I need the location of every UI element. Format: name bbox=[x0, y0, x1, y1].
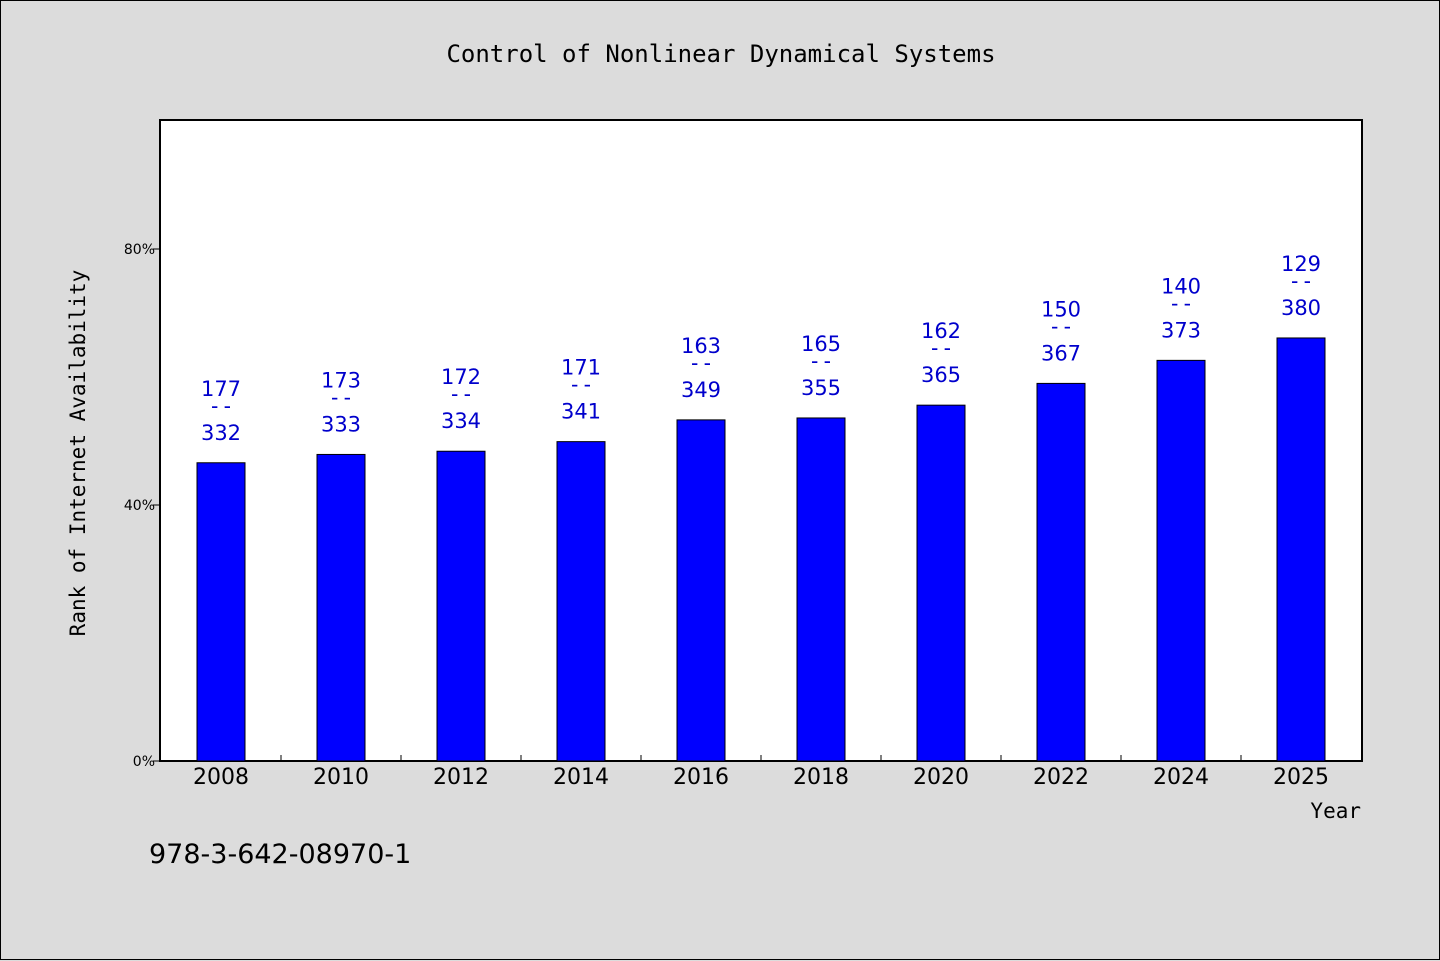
data-label-top: 177 bbox=[201, 377, 241, 401]
x-tick-label: 2012 bbox=[433, 765, 489, 790]
data-label-top: 129 bbox=[1281, 252, 1321, 276]
bar bbox=[676, 419, 726, 762]
data-label-bottom: 334 bbox=[441, 409, 481, 433]
data-label-separator: -- bbox=[1168, 291, 1193, 315]
x-tick-label: 2024 bbox=[1153, 765, 1209, 790]
y-tick-label: 80% bbox=[124, 242, 155, 258]
data-label-bottom: 380 bbox=[1281, 296, 1321, 320]
data-label-bottom: 333 bbox=[321, 412, 361, 436]
bar bbox=[316, 453, 366, 762]
y-axis-label: Rank of Internet Availability bbox=[66, 270, 90, 637]
data-label-top: 150 bbox=[1041, 297, 1081, 321]
data-labels: 177--332173--333172--334171--341163--349… bbox=[201, 252, 1321, 445]
x-tick-label: 2022 bbox=[1033, 765, 1089, 790]
isbn-text: 978-3-642-08970-1 bbox=[149, 839, 411, 870]
data-label-bottom: 355 bbox=[801, 376, 841, 400]
data-label-separator: -- bbox=[928, 336, 953, 360]
data-label-top: 173 bbox=[321, 368, 361, 392]
data-label-top: 165 bbox=[801, 332, 841, 356]
data-label-bottom: 341 bbox=[561, 400, 601, 424]
data-label-separator: -- bbox=[568, 373, 593, 397]
data-label-separator: -- bbox=[448, 382, 473, 406]
bar bbox=[436, 450, 486, 762]
data-label-bottom: 349 bbox=[681, 378, 721, 402]
x-tick-label: 2016 bbox=[673, 765, 729, 790]
data-label-separator: -- bbox=[208, 394, 233, 418]
bar-series bbox=[196, 337, 1326, 762]
data-label-bottom: 373 bbox=[1161, 318, 1201, 342]
data-label-separator: -- bbox=[1048, 314, 1073, 338]
data-label-top: 163 bbox=[681, 334, 721, 358]
y-tick-label: 40% bbox=[124, 498, 155, 514]
y-axis: 0% 40% 80% bbox=[124, 242, 161, 770]
x-tick-label: 2014 bbox=[553, 765, 609, 790]
bar bbox=[1036, 382, 1086, 762]
data-label-separator: -- bbox=[688, 351, 713, 375]
data-label-separator: -- bbox=[808, 349, 833, 373]
data-label-top: 140 bbox=[1161, 274, 1201, 298]
data-label-top: 171 bbox=[561, 356, 601, 380]
x-tick-label: 2020 bbox=[913, 765, 969, 790]
data-label-top: 172 bbox=[441, 365, 481, 389]
y-tick-label: 0% bbox=[133, 754, 155, 770]
bar bbox=[796, 417, 846, 762]
data-label-top: 162 bbox=[921, 319, 961, 343]
x-tick-label: 2010 bbox=[313, 765, 369, 790]
bar bbox=[916, 404, 966, 762]
data-label-bottom: 365 bbox=[921, 363, 961, 387]
bar bbox=[1276, 337, 1326, 762]
x-axis: 2008 2010 2012 2014 2016 2018 2020 2022 2024 2025 bbox=[193, 755, 1329, 790]
data-label-bottom: 332 bbox=[201, 421, 241, 445]
data-label-bottom: 367 bbox=[1041, 341, 1081, 365]
bar bbox=[196, 462, 246, 762]
chart-title: Control of Nonlinear Dynamical Systems bbox=[446, 40, 995, 68]
bar bbox=[1156, 359, 1206, 762]
x-tick-label: 2008 bbox=[193, 765, 249, 790]
x-axis-label: Year bbox=[1310, 799, 1361, 823]
x-tick-label: 2018 bbox=[793, 765, 849, 790]
data-label-separator: -- bbox=[1288, 269, 1313, 293]
data-label-separator: -- bbox=[328, 385, 353, 409]
x-tick-label: 2025 bbox=[1273, 765, 1329, 790]
bar bbox=[556, 441, 606, 762]
